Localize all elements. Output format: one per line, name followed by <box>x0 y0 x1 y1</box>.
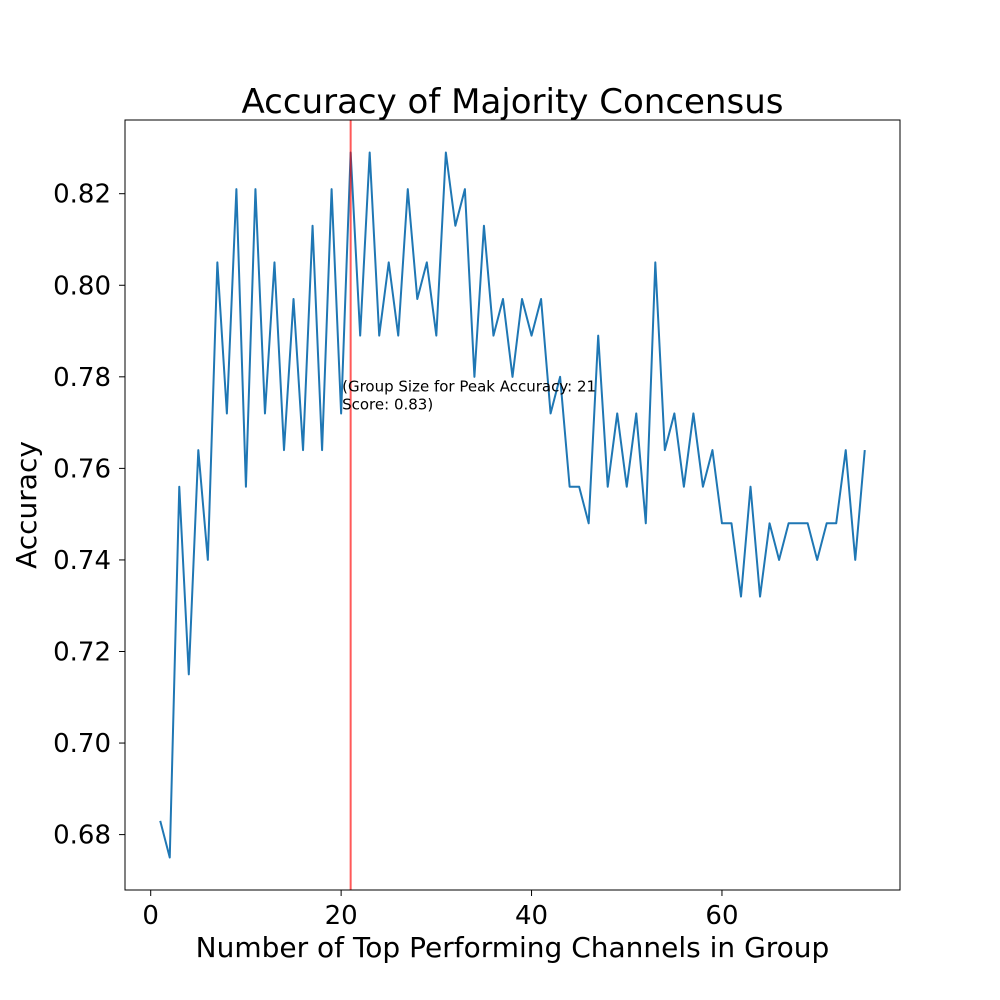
series-line-0 <box>159 151 866 859</box>
x-tick-label: 40 <box>515 901 548 931</box>
y-tick-label: 0.80 <box>53 271 111 301</box>
y-tick-label: 0.72 <box>53 637 111 667</box>
plot-area <box>159 120 866 890</box>
peak-annotation-line2: Score: 0.83) <box>342 395 433 413</box>
x-axis: 0 20 40 60 <box>142 890 739 931</box>
y-axis-title: Accuracy <box>10 441 43 569</box>
y-tick-label: 0.70 <box>53 729 111 759</box>
y-tick-label: 0.78 <box>53 363 111 393</box>
peak-annotation-line1: (Group Size for Peak Accuracy: 21 <box>342 377 596 395</box>
y-tick-label: 0.74 <box>53 546 111 576</box>
y-tick-label: 0.68 <box>53 821 111 851</box>
axes-frame <box>124 119 901 891</box>
y-tick-label: 0.82 <box>53 180 111 210</box>
x-axis-title: Number of Top Performing Channels in Gro… <box>196 931 830 964</box>
x-tick-label: 0 <box>142 901 159 931</box>
chart-title: Accuracy of Majority Concensus <box>242 82 784 122</box>
peak-annotation: (Group Size for Peak Accuracy: 21 Score:… <box>342 377 601 413</box>
y-tick-label: 0.76 <box>53 454 111 484</box>
x-tick-label: 60 <box>705 901 738 931</box>
y-axis: 0.68 0.70 0.72 0.74 0.76 0.78 0.80 0.82 <box>53 180 125 851</box>
x-tick-label: 20 <box>325 901 358 931</box>
